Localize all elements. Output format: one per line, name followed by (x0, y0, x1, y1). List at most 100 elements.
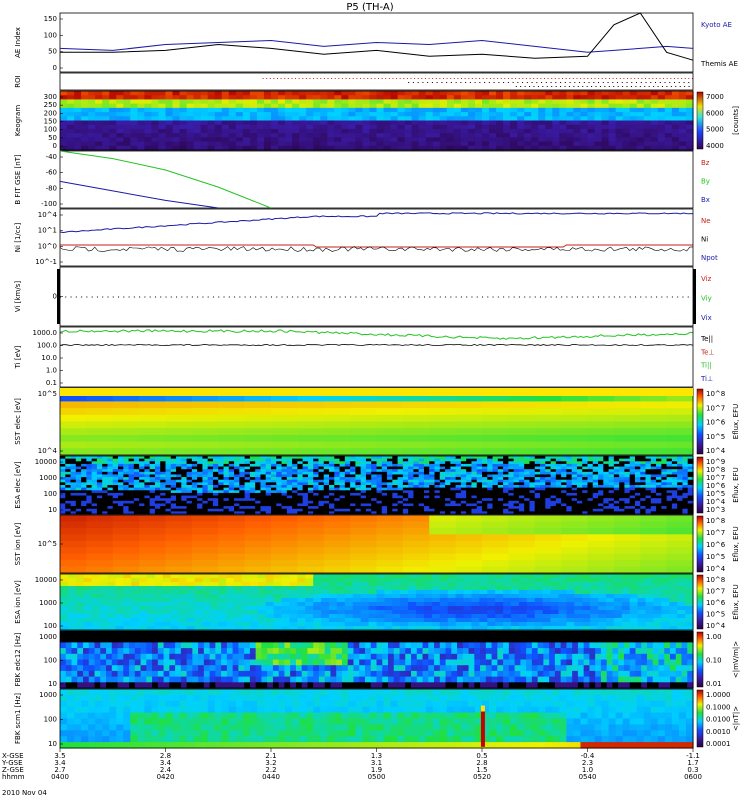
ti-legend-entry: Ti|| (700, 362, 712, 370)
bfgm-legend-entry: Bz (701, 159, 710, 167)
vi-left-edge (57, 269, 60, 324)
fbk_b-colorbar-tick: 0.1000 (706, 703, 731, 711)
sst_i-colorbar-tick: 10^7 (706, 529, 725, 537)
sst_e-ytick: 10^5 (38, 390, 57, 398)
ti-legend-entry: Te⊥ (700, 348, 715, 356)
esa_e-colorbar-tick: 10^5 (706, 490, 725, 498)
esa_i-colorbar-tick: 10^8 (706, 576, 725, 584)
ni-npot-line (60, 213, 693, 233)
esa_i-ytick: 1000 (39, 599, 57, 607)
ae-legend-entry: Themis AE (700, 60, 738, 68)
bfgm-ytick: -100 (41, 200, 57, 208)
esa_i-colorbar-label: Eflux, EFU (732, 584, 740, 619)
fbk_e-colorbar-tick: 0.10 (706, 657, 722, 665)
fbk_e-colorbar-label: <|mV/m|> (732, 641, 740, 678)
sst_e-colorbar-tick: 10^8 (706, 390, 725, 398)
panel-fbk_e: FBK edc12 [Hz]1000100101.000.100.01<|mV/… (14, 631, 740, 689)
ni-legend-entry: Ni (701, 236, 708, 244)
sst_i-ytick: 10^5 (38, 540, 57, 548)
sst_e-ytick: 10^4 (38, 447, 58, 455)
vi-right-edge (693, 269, 696, 324)
panel-fbk_b: FBK scm1 [Hz]1000100101.00000.10000.0100… (14, 689, 740, 749)
panel-keogram: Keogram300250200150100500700060005000400… (14, 91, 740, 151)
panel-sst_e: SST elec [eV]10^510^410^810^710^610^510^… (14, 388, 740, 456)
keogram-ylabel: Keogram (14, 105, 22, 136)
sst_i-colorbar-label: Eflux, EFU (732, 526, 740, 561)
keogram-plot-area (60, 91, 694, 151)
sst_e-colorbar-tick: 10^6 (706, 419, 726, 427)
xaxis-tick-t: 0520 (473, 773, 491, 781)
bfgm-legend-entry: Bx (701, 196, 710, 204)
bfgm-ytick: -60 (46, 169, 57, 177)
fbk_e-ylabel: FBK edc12 [Hz] (14, 632, 22, 686)
keogram-ytick: 50 (48, 134, 57, 142)
ni-plot-area (60, 213, 693, 252)
fbk_e-plot-area (60, 631, 694, 689)
ni-ylabel: Ni [1/cc] (14, 223, 22, 253)
esa_i-ylabel: ESA ion [eV] (14, 580, 22, 624)
fbk_e-ytick: 10 (48, 680, 57, 688)
keogram-ytick: 300 (44, 93, 57, 101)
panel-esa_e: ESA elec [eV]1000010001001010^910^810^71… (14, 456, 740, 515)
esa_i-colorbar-tick: 10^4 (706, 622, 726, 630)
panel-ti: Ti [eV]1000.0100.010.01.00.1Te||Te⊥Ti||T… (14, 327, 715, 387)
sst_i-colorbar-tick: 10^8 (706, 517, 725, 525)
ti-ytick: 1000.0 (33, 329, 58, 337)
ni-legend-entry: Npot (701, 254, 718, 262)
fbk-spike-top (481, 706, 485, 712)
ni-ytick: 10^-1 (35, 258, 57, 266)
keogram-colorbar-tick: 6000 (706, 109, 724, 117)
roi-plot-area (263, 78, 693, 87)
sst-top-strip (60, 388, 693, 396)
xaxis-tick-t: 0440 (262, 773, 280, 781)
sst_i-colorbar-tick: 10^4 (706, 565, 726, 573)
esa_e-colorbar-tick: 10^8 (706, 466, 725, 474)
vi-plot-area (57, 269, 696, 324)
ni-ytick: 10^0 (38, 242, 57, 250)
ae-ytick: 50 (48, 48, 57, 56)
ae-ytick: 150 (44, 15, 57, 23)
fbk_e-ytick: 100 (44, 657, 57, 665)
fbk_b-ylabel: FBK scm1 [Hz] (14, 693, 22, 744)
vi-ylabel: Vi [km/s] (14, 281, 22, 312)
ae-ytick: 0 (53, 64, 57, 72)
bfgm-ytick: -40 (46, 153, 57, 161)
xaxis-tick-t: 0400 (51, 773, 69, 781)
esa_e-ytick: 1000 (39, 474, 57, 482)
esa_i-ytick: 10000 (35, 576, 57, 584)
panel-esa_i: ESA ion [eV]10000100010010^810^710^610^5… (14, 574, 740, 631)
ni-ytick: 10^1 (38, 227, 57, 235)
fbk_b-plot-area (60, 689, 694, 749)
series-by (60, 151, 271, 208)
sst_e-colorbar-tick: 10^4 (706, 447, 726, 455)
fbk_b-colorbar-tick: 1.0000 (706, 691, 731, 699)
esa_e-colorbar-tick: 10^6 (706, 482, 726, 490)
ae-ytick: 100 (44, 31, 57, 39)
keogram-colorbar-tick: 5000 (706, 126, 724, 134)
fbk_e-colorbar: 1.000.100.01<|mV/m|> (697, 632, 740, 688)
vi-ytick: 0 (53, 293, 57, 301)
fbk-spike (481, 708, 485, 746)
esa_e-colorbar-tick: 10^7 (706, 474, 725, 482)
esa_e-colorbar-tick: 10^4 (706, 498, 726, 506)
sst_i-plot-area (60, 515, 694, 574)
keogram-ytick: 200 (44, 109, 57, 117)
xaxis-row-label: 2010 Nov 04 (2, 789, 47, 797)
vi-legend-entry: Viy (701, 295, 712, 303)
fbk_b-colorbar-label: <|nT|> (732, 706, 740, 731)
ni-legend-entry: Ne (701, 217, 711, 225)
fbk_b-ytick: 100 (44, 716, 57, 724)
keogram-ytick: 100 (44, 126, 57, 134)
esa_e-plot-area (60, 456, 694, 515)
series-themis-ae (60, 13, 693, 60)
xaxis-tick-t: 0540 (579, 773, 597, 781)
keogram-ytick: 250 (44, 101, 57, 109)
fbk_b-ytick: 10 (48, 740, 57, 748)
xaxis-tick-t: 0600 (684, 773, 702, 781)
keogram-colorbar-label: [counts] (732, 106, 740, 135)
